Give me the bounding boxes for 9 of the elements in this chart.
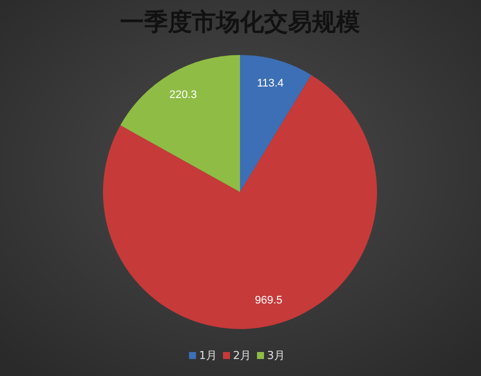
data-label: 220.3 xyxy=(169,89,197,102)
legend-label: 3月 xyxy=(267,349,285,362)
pie-slice xyxy=(240,55,312,192)
data-label: 969.5 xyxy=(254,294,282,307)
legend-label: 1月 xyxy=(199,349,217,362)
data-label: 113.4 xyxy=(256,78,284,90)
pie-slice xyxy=(120,55,240,192)
pie-slice xyxy=(103,74,377,329)
legend-label: 2月 xyxy=(233,349,251,362)
